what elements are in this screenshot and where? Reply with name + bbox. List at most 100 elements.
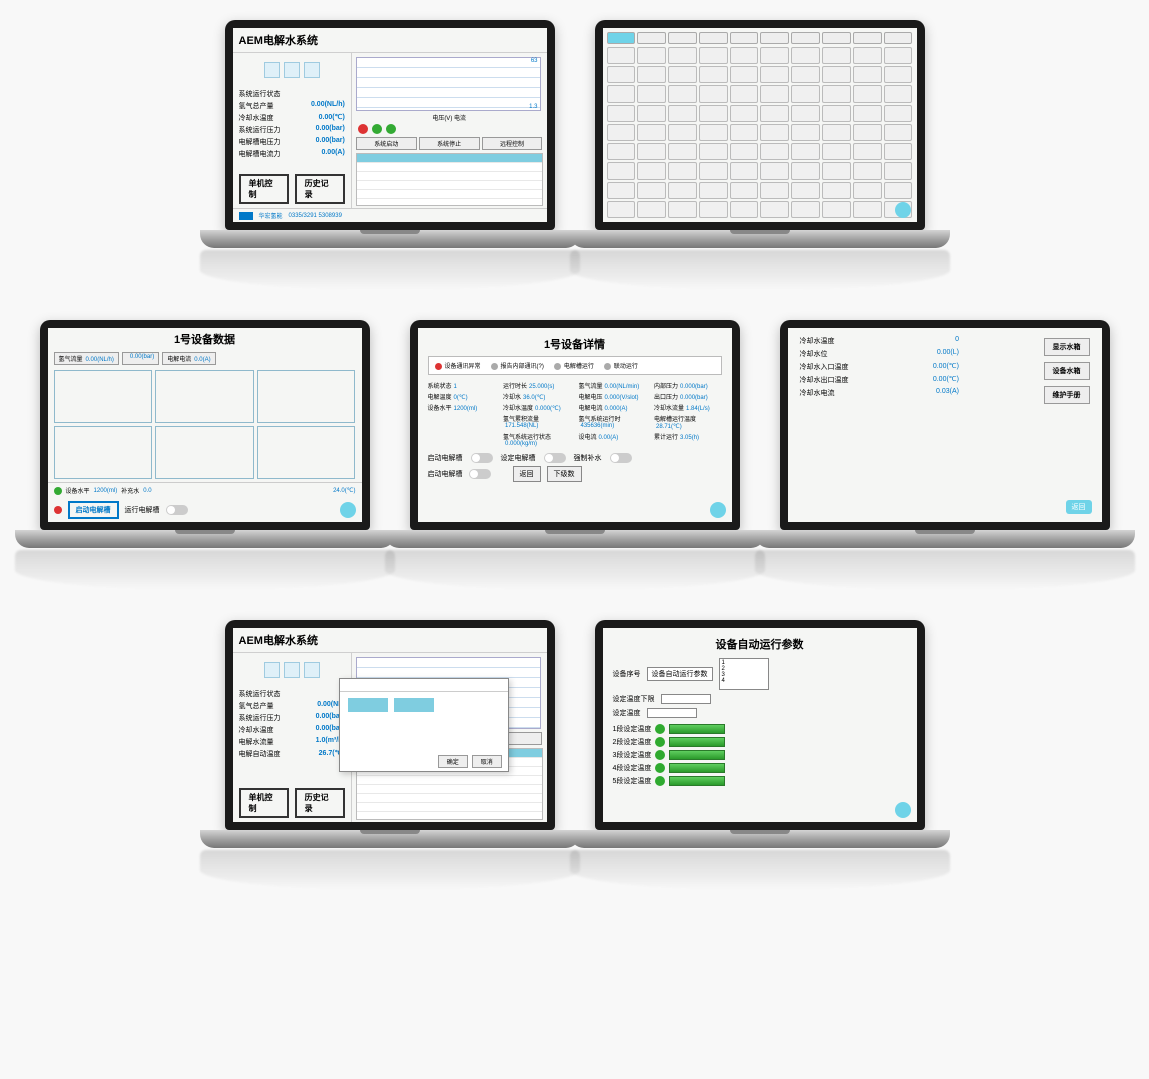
- grid-cell[interactable]: [607, 124, 636, 141]
- stage-bar[interactable]: [669, 750, 725, 760]
- grid-cell[interactable]: [607, 105, 636, 122]
- grid-cell[interactable]: [853, 162, 882, 179]
- history-button[interactable]: 历史记录: [295, 174, 345, 204]
- grid-cell[interactable]: [668, 85, 697, 102]
- limit-input[interactable]: [661, 694, 711, 704]
- dialog-ok-button[interactable]: 确定: [438, 755, 468, 768]
- grid-cell[interactable]: [760, 85, 789, 102]
- grid-cell[interactable]: [637, 85, 666, 102]
- grid-cell[interactable]: [637, 162, 666, 179]
- start-electrolyzer-button[interactable]: 启动电解槽: [68, 501, 119, 519]
- temp-input[interactable]: [647, 708, 697, 718]
- tab-stop[interactable]: 系统停止: [419, 137, 480, 150]
- grid-cell[interactable]: [791, 143, 820, 160]
- grid-cell[interactable]: [730, 162, 759, 179]
- grid-cell[interactable]: [760, 124, 789, 141]
- grid-cell[interactable]: [853, 105, 882, 122]
- grid-cell[interactable]: [884, 47, 913, 64]
- grid-cell[interactable]: [822, 201, 851, 218]
- grid-cell[interactable]: [668, 105, 697, 122]
- history-button[interactable]: 历史记录: [295, 788, 345, 818]
- grid-cell[interactable]: [637, 105, 666, 122]
- grid-cell[interactable]: [699, 47, 728, 64]
- dialog-cell[interactable]: [394, 698, 434, 712]
- grid-cell[interactable]: [822, 143, 851, 160]
- grid-cell[interactable]: [760, 47, 789, 64]
- grid-cell[interactable]: [884, 66, 913, 83]
- grid-cell[interactable]: [637, 66, 666, 83]
- grid-cell[interactable]: [884, 124, 913, 141]
- run-toggle[interactable]: [166, 505, 188, 515]
- grid-cell[interactable]: [884, 182, 913, 199]
- globe-icon[interactable]: [710, 502, 726, 518]
- tab-remote[interactable]: 远程控制: [482, 137, 543, 150]
- grid-cell[interactable]: [853, 182, 882, 199]
- grid-top-cell[interactable]: [668, 32, 697, 44]
- back-button[interactable]: 返回: [513, 466, 541, 482]
- grid-cell[interactable]: [607, 143, 636, 160]
- grid-top-cell[interactable]: [760, 32, 789, 44]
- grid-cell[interactable]: [884, 143, 913, 160]
- grid-cell[interactable]: [791, 66, 820, 83]
- grid-cell[interactable]: [699, 182, 728, 199]
- grid-cell[interactable]: [637, 143, 666, 160]
- next-button[interactable]: 下级数: [547, 466, 582, 482]
- grid-cell[interactable]: [668, 124, 697, 141]
- grid-cell[interactable]: [607, 162, 636, 179]
- device-tank-button[interactable]: 设备水箱: [1044, 362, 1090, 380]
- device-list[interactable]: 1 2 3 4: [719, 658, 769, 690]
- grid-cell[interactable]: [760, 105, 789, 122]
- grid-cell[interactable]: [637, 124, 666, 141]
- grid-cell[interactable]: [791, 85, 820, 102]
- grid-top-cell[interactable]: [699, 32, 728, 44]
- grid-cell[interactable]: [791, 162, 820, 179]
- grid-cell[interactable]: [668, 66, 697, 83]
- grid-cell[interactable]: [760, 66, 789, 83]
- grid-cell[interactable]: [730, 66, 759, 83]
- grid-top-cell[interactable]: [730, 32, 759, 44]
- back-button[interactable]: 返回: [1066, 500, 1092, 514]
- grid-cell[interactable]: [822, 124, 851, 141]
- grid-cell[interactable]: [791, 47, 820, 64]
- grid-cell[interactable]: [699, 162, 728, 179]
- globe-icon[interactable]: [895, 802, 911, 818]
- grid-top-cell[interactable]: [884, 32, 913, 44]
- grid-cell[interactable]: [730, 85, 759, 102]
- grid-cell[interactable]: [884, 105, 913, 122]
- grid-cell[interactable]: [607, 201, 636, 218]
- single-control-button[interactable]: 单机控制: [239, 788, 289, 818]
- grid-cell[interactable]: [699, 66, 728, 83]
- grid-cell[interactable]: [730, 143, 759, 160]
- grid-cell[interactable]: [760, 143, 789, 160]
- grid-cell[interactable]: [668, 182, 697, 199]
- ctrl-toggle[interactable]: [544, 453, 566, 463]
- grid-cell[interactable]: [730, 105, 759, 122]
- metric-tab[interactable]: 电解电流0.0(A): [162, 352, 215, 365]
- grid-top-cell[interactable]: [853, 32, 882, 44]
- grid-cell[interactable]: [607, 182, 636, 199]
- grid-cell[interactable]: [822, 85, 851, 102]
- grid-cell[interactable]: [699, 124, 728, 141]
- grid-top-cell[interactable]: [822, 32, 851, 44]
- grid-cell[interactable]: [822, 66, 851, 83]
- grid-cell[interactable]: [791, 201, 820, 218]
- grid-cell[interactable]: [668, 162, 697, 179]
- grid-cell[interactable]: [637, 182, 666, 199]
- grid-cell[interactable]: [699, 201, 728, 218]
- grid-cell[interactable]: [730, 201, 759, 218]
- dialog-cancel-button[interactable]: 取消: [472, 755, 502, 768]
- grid-cell[interactable]: [637, 47, 666, 64]
- grid-cell[interactable]: [791, 124, 820, 141]
- grid-cell[interactable]: [668, 143, 697, 160]
- show-tank-button[interactable]: 显示水箱: [1044, 338, 1090, 356]
- stage-bar[interactable]: [669, 776, 725, 786]
- grid-cell[interactable]: [730, 47, 759, 64]
- grid-cell[interactable]: [853, 47, 882, 64]
- grid-cell[interactable]: [607, 66, 636, 83]
- grid-cell[interactable]: [760, 162, 789, 179]
- grid-top-cell[interactable]: [637, 32, 666, 44]
- grid-cell[interactable]: [884, 85, 913, 102]
- manual-button[interactable]: 维护手册: [1044, 386, 1090, 404]
- grid-cell[interactable]: [668, 47, 697, 64]
- grid-cell[interactable]: [853, 85, 882, 102]
